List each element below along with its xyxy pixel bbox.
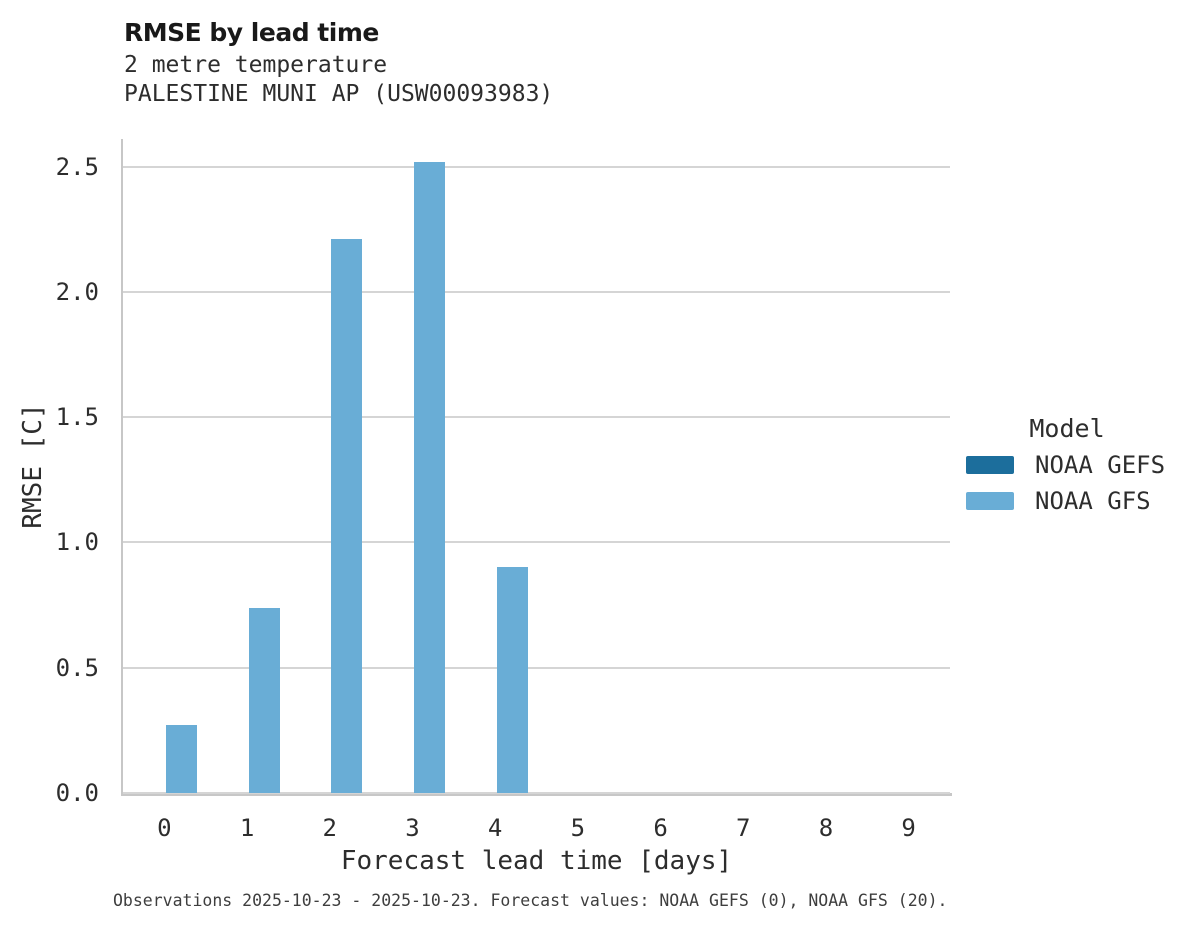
x-tick-label-5: 5 (570, 814, 586, 842)
x-tick-label-7: 7 (736, 814, 751, 842)
x-tick-label-6: 6 (653, 814, 668, 842)
y-tick-label-2.0: 2.0 (55, 277, 99, 306)
y-tick-label-1.0: 1.0 (55, 528, 99, 557)
y-axis-label: RMSE [C] (18, 403, 48, 529)
x-tick-label-1: 1 (239, 814, 255, 842)
x-tick-label-0: 0 (157, 814, 172, 842)
y-tick-label-1.5: 1.5 (55, 403, 99, 432)
plot-area (121, 139, 952, 796)
x-tick-label-9: 9 (901, 814, 916, 842)
chart-subtitle-station: PALESTINE MUNI AP (USW00093983) (124, 81, 554, 107)
gridline-y-1.0 (123, 541, 950, 544)
gridline-y-2.5 (123, 165, 950, 168)
legend-swatch-icon (966, 492, 1014, 510)
bar-noaa-gfs-lead-0 (165, 725, 197, 793)
legend-items: NOAA GEFS NOAA GFS (966, 451, 1168, 515)
gridline-y-0.0 (123, 792, 950, 794)
y-tick-label-2.5: 2.5 (55, 152, 99, 181)
legend-swatch-icon (966, 456, 1014, 474)
x-tick-label-3: 3 (405, 814, 420, 842)
gridline-y-0.5 (123, 666, 950, 669)
x-tick-label-2: 2 (322, 814, 337, 842)
bar-noaa-gfs-lead-4 (496, 567, 528, 793)
bar-noaa-gfs-lead-2 (331, 239, 363, 793)
y-tick-label-0.5: 0.5 (55, 653, 99, 682)
gridline-y-1.5 (123, 416, 950, 419)
chart-caption: Observations 2025-10-23 - 2025-10-23. Fo… (113, 891, 948, 910)
legend-item-noaa-gefs: NOAA GEFS (966, 451, 1168, 479)
legend-label: NOAA GEFS (1035, 451, 1166, 479)
chart-subtitle-variable: 2 metre temperature (124, 52, 388, 78)
legend: Model NOAA GEFS NOAA GFS (966, 414, 1168, 525)
legend-item-noaa-gfs: NOAA GFS (966, 487, 1168, 515)
chart-title: RMSE by lead time (124, 18, 379, 47)
x-axis-spine (121, 793, 952, 796)
gridline-y-2.0 (123, 290, 950, 293)
legend-title: Model (1029, 414, 1105, 443)
x-axis-label: Forecast lead time [days] (340, 846, 733, 876)
bar-noaa-gfs-lead-3 (413, 161, 445, 793)
x-tick-label-4: 4 (487, 814, 503, 842)
legend-label: NOAA GFS (1035, 487, 1151, 515)
y-tick-label-0.0: 0.0 (55, 779, 99, 807)
x-tick-label-8: 8 (818, 814, 834, 842)
bar-noaa-gfs-lead-1 (248, 607, 280, 793)
y-axis-spine (121, 139, 123, 796)
